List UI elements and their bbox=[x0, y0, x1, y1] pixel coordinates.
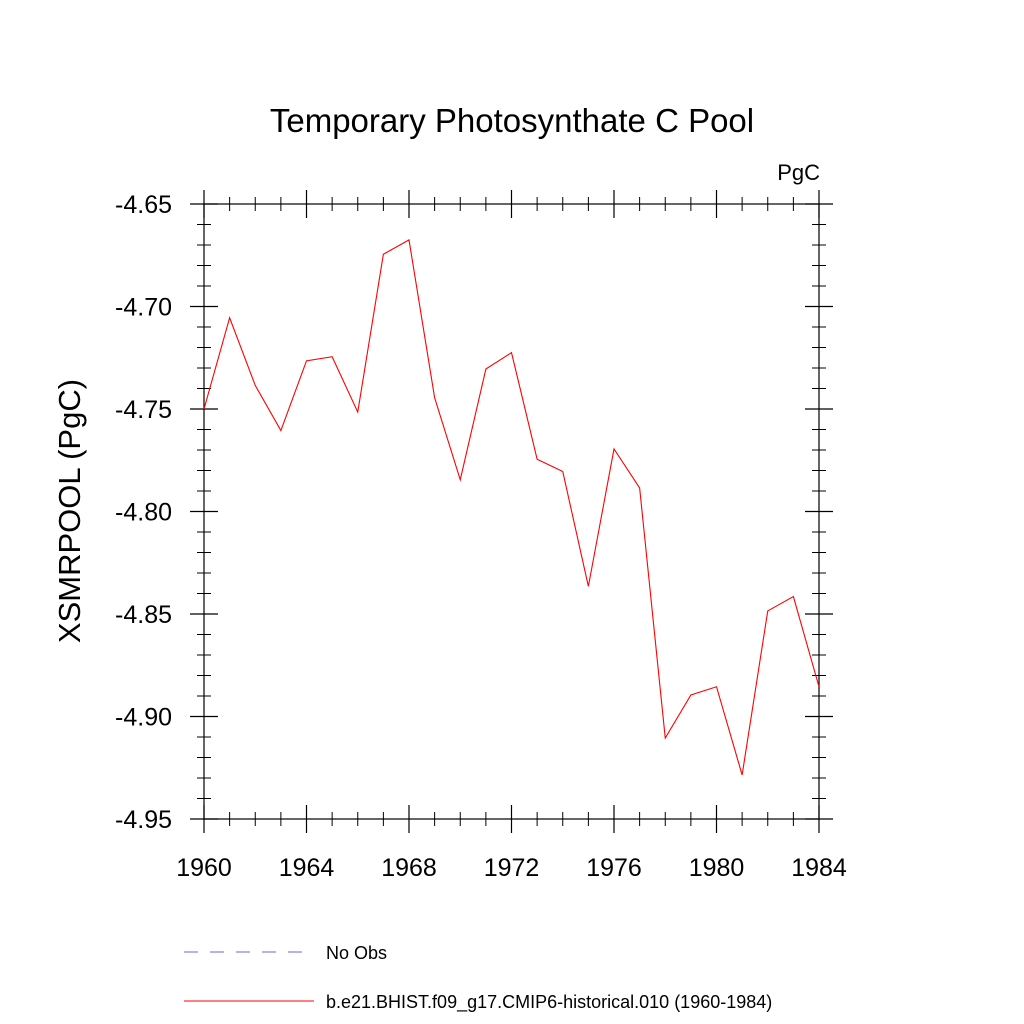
y-tick-label: -4.75 bbox=[115, 396, 172, 424]
x-tick-labels: 1960 1964 1968 1972 1976 1980 1984 bbox=[176, 854, 847, 882]
x-tick-label: 1976 bbox=[586, 854, 642, 882]
major-ticks bbox=[190, 190, 833, 833]
plot-frame bbox=[203, 203, 820, 820]
legend-label: b.e21.BHIST.f09_g17.CMIP6-historical.010… bbox=[326, 992, 772, 1013]
legend-label: No Obs bbox=[326, 943, 387, 963]
units-label: PgC bbox=[777, 160, 820, 185]
minor-ticks bbox=[197, 197, 826, 826]
x-tick-label: 1960 bbox=[176, 854, 232, 882]
y-axis-label: XSMRPOOL (PgC) bbox=[52, 379, 87, 643]
y-tick-label: -4.80 bbox=[115, 499, 172, 527]
series-line bbox=[203, 239, 820, 776]
x-tick-label: 1968 bbox=[381, 854, 437, 882]
x-tick-label: 1972 bbox=[484, 854, 540, 882]
y-tick-label: -4.85 bbox=[115, 601, 172, 629]
chart-title: Temporary Photosynthate C Pool bbox=[270, 102, 754, 139]
y-tick-label: -4.65 bbox=[115, 191, 172, 219]
y-tick-label: -4.90 bbox=[115, 704, 172, 732]
y-tick-labels: -4.95 -4.90 -4.85 -4.80 -4.75 -4.70 -4.65 bbox=[115, 191, 172, 834]
legend: No Obs b.e21.BHIST.f09_g17.CMIP6-historic… bbox=[184, 943, 772, 1013]
x-tick-label: 1964 bbox=[279, 854, 335, 882]
y-tick-label: -4.70 bbox=[115, 294, 172, 322]
series-layer bbox=[203, 239, 820, 776]
x-tick-label: 1984 bbox=[791, 854, 847, 882]
y-tick-label: -4.95 bbox=[115, 806, 172, 834]
x-tick-label: 1980 bbox=[689, 854, 745, 882]
